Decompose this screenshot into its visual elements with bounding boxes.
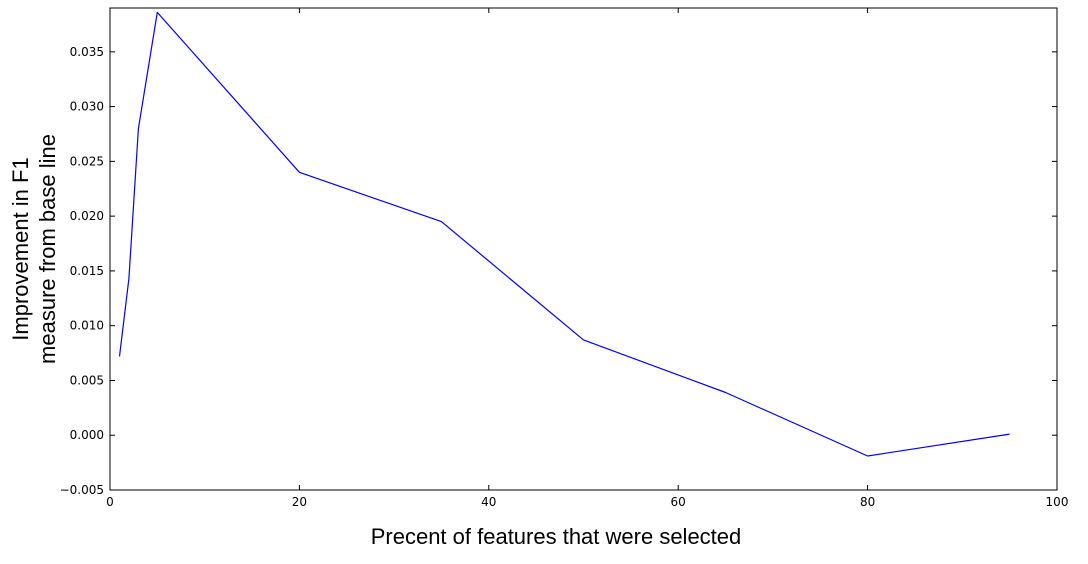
y-tick-label: 0.000 xyxy=(70,428,104,442)
x-tick-label: 0 xyxy=(106,495,114,509)
y-tick-label: 0.030 xyxy=(70,100,104,114)
y-axis-title: Improvement in F1 measure from base line xyxy=(8,134,60,364)
y-tick-label: 0.015 xyxy=(70,264,104,278)
y-tick-label: −0.005 xyxy=(60,483,104,497)
y-tick-label: 0.025 xyxy=(70,154,104,168)
y-tick-label: 0.010 xyxy=(70,319,104,333)
x-tick-label: 60 xyxy=(671,495,686,509)
x-tick-label: 80 xyxy=(860,495,875,509)
y-tick-label: 0.035 xyxy=(70,45,104,59)
x-tick-label: 20 xyxy=(292,495,307,509)
y-axis-title-line-1: Improvement in F1 xyxy=(8,157,33,340)
x-axis-ticks: 0 20 40 60 80 100 xyxy=(106,8,1068,509)
y-tick-label: 0.005 xyxy=(70,373,104,387)
x-tick-label: 40 xyxy=(481,495,496,509)
x-tick-label: 100 xyxy=(1046,495,1069,509)
x-axis-title: Precent of features that were selected xyxy=(371,524,742,549)
y-axis-ticks: −0.005 0.000 0.005 0.010 0.015 0.020 0.025 0.03… xyxy=(60,45,1057,497)
y-axis-title-line-2: measure from base line xyxy=(35,134,60,364)
series-line xyxy=(118,11,1010,457)
y-tick-label: 0.020 xyxy=(70,209,104,223)
plot-area xyxy=(109,7,1058,491)
